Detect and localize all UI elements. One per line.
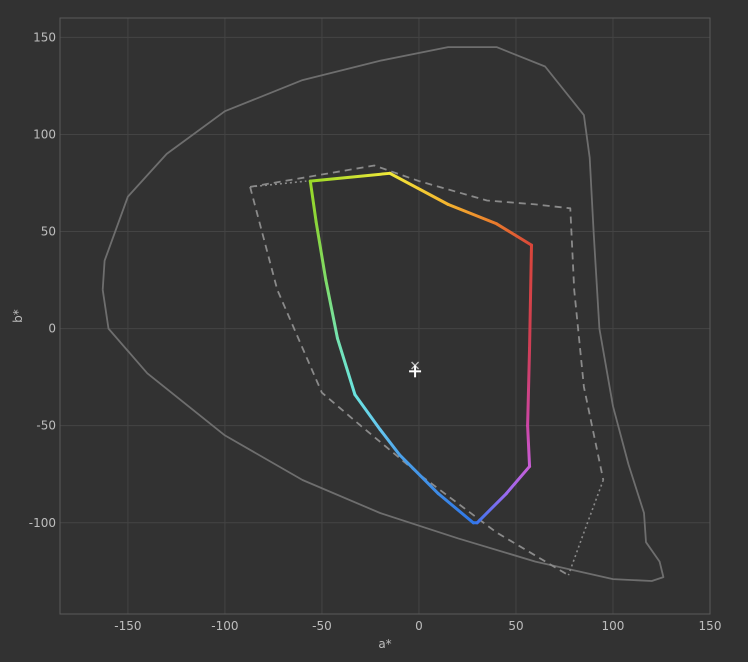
x-tick-label: 0 xyxy=(415,619,423,633)
solid-outline xyxy=(101,46,665,582)
x-axis-label: a* xyxy=(378,637,391,651)
gamut-segment xyxy=(526,346,532,428)
y-tick-label: 150 xyxy=(33,30,56,44)
gamut-segment xyxy=(436,492,475,525)
gamut-segment xyxy=(388,171,450,206)
white-point-marker xyxy=(409,365,422,378)
x-tick-label: -150 xyxy=(114,619,141,633)
x-tick-label: 50 xyxy=(508,619,523,633)
marker-layer xyxy=(409,361,422,378)
series-layer xyxy=(101,46,665,582)
gamut-segment xyxy=(446,202,499,226)
gamut-segment xyxy=(504,464,532,496)
gamut-segment xyxy=(308,179,318,224)
gamut-segment xyxy=(335,336,357,397)
gamut-segment xyxy=(324,278,339,340)
dotted-outline xyxy=(567,479,605,576)
gamut-segment xyxy=(475,492,508,525)
x-tick-labels: -150 -100 -50 0 50 100 150 xyxy=(114,619,721,633)
gamut-segment xyxy=(526,424,532,468)
x-tick-label: 150 xyxy=(699,619,722,633)
plot-frame xyxy=(59,17,711,615)
gamut-segment xyxy=(353,393,382,432)
x-tick-label: 100 xyxy=(602,619,625,633)
x-tick-label: -50 xyxy=(312,619,332,633)
dashed-outline xyxy=(249,164,605,481)
y-tick-label: -50 xyxy=(36,419,56,433)
y-tick-label: 0 xyxy=(48,322,56,336)
gamut-segment xyxy=(308,171,392,183)
y-tick-labels: -100 -50 0 50 100 150 xyxy=(29,30,56,529)
gamut-segment xyxy=(314,220,328,282)
gamut-segment xyxy=(398,453,440,496)
y-tick-label: 50 xyxy=(41,225,56,239)
dashed-outline xyxy=(249,186,569,576)
y-tick-label: -100 xyxy=(29,516,56,530)
y-axis-label: b* xyxy=(11,309,25,323)
grid-lines xyxy=(60,18,711,614)
y-tick-label: 100 xyxy=(33,127,56,141)
x-tick-label: -100 xyxy=(211,619,238,633)
gamut-segment xyxy=(378,428,402,457)
gamut-segment xyxy=(495,222,533,247)
gamut-segment xyxy=(528,243,533,350)
